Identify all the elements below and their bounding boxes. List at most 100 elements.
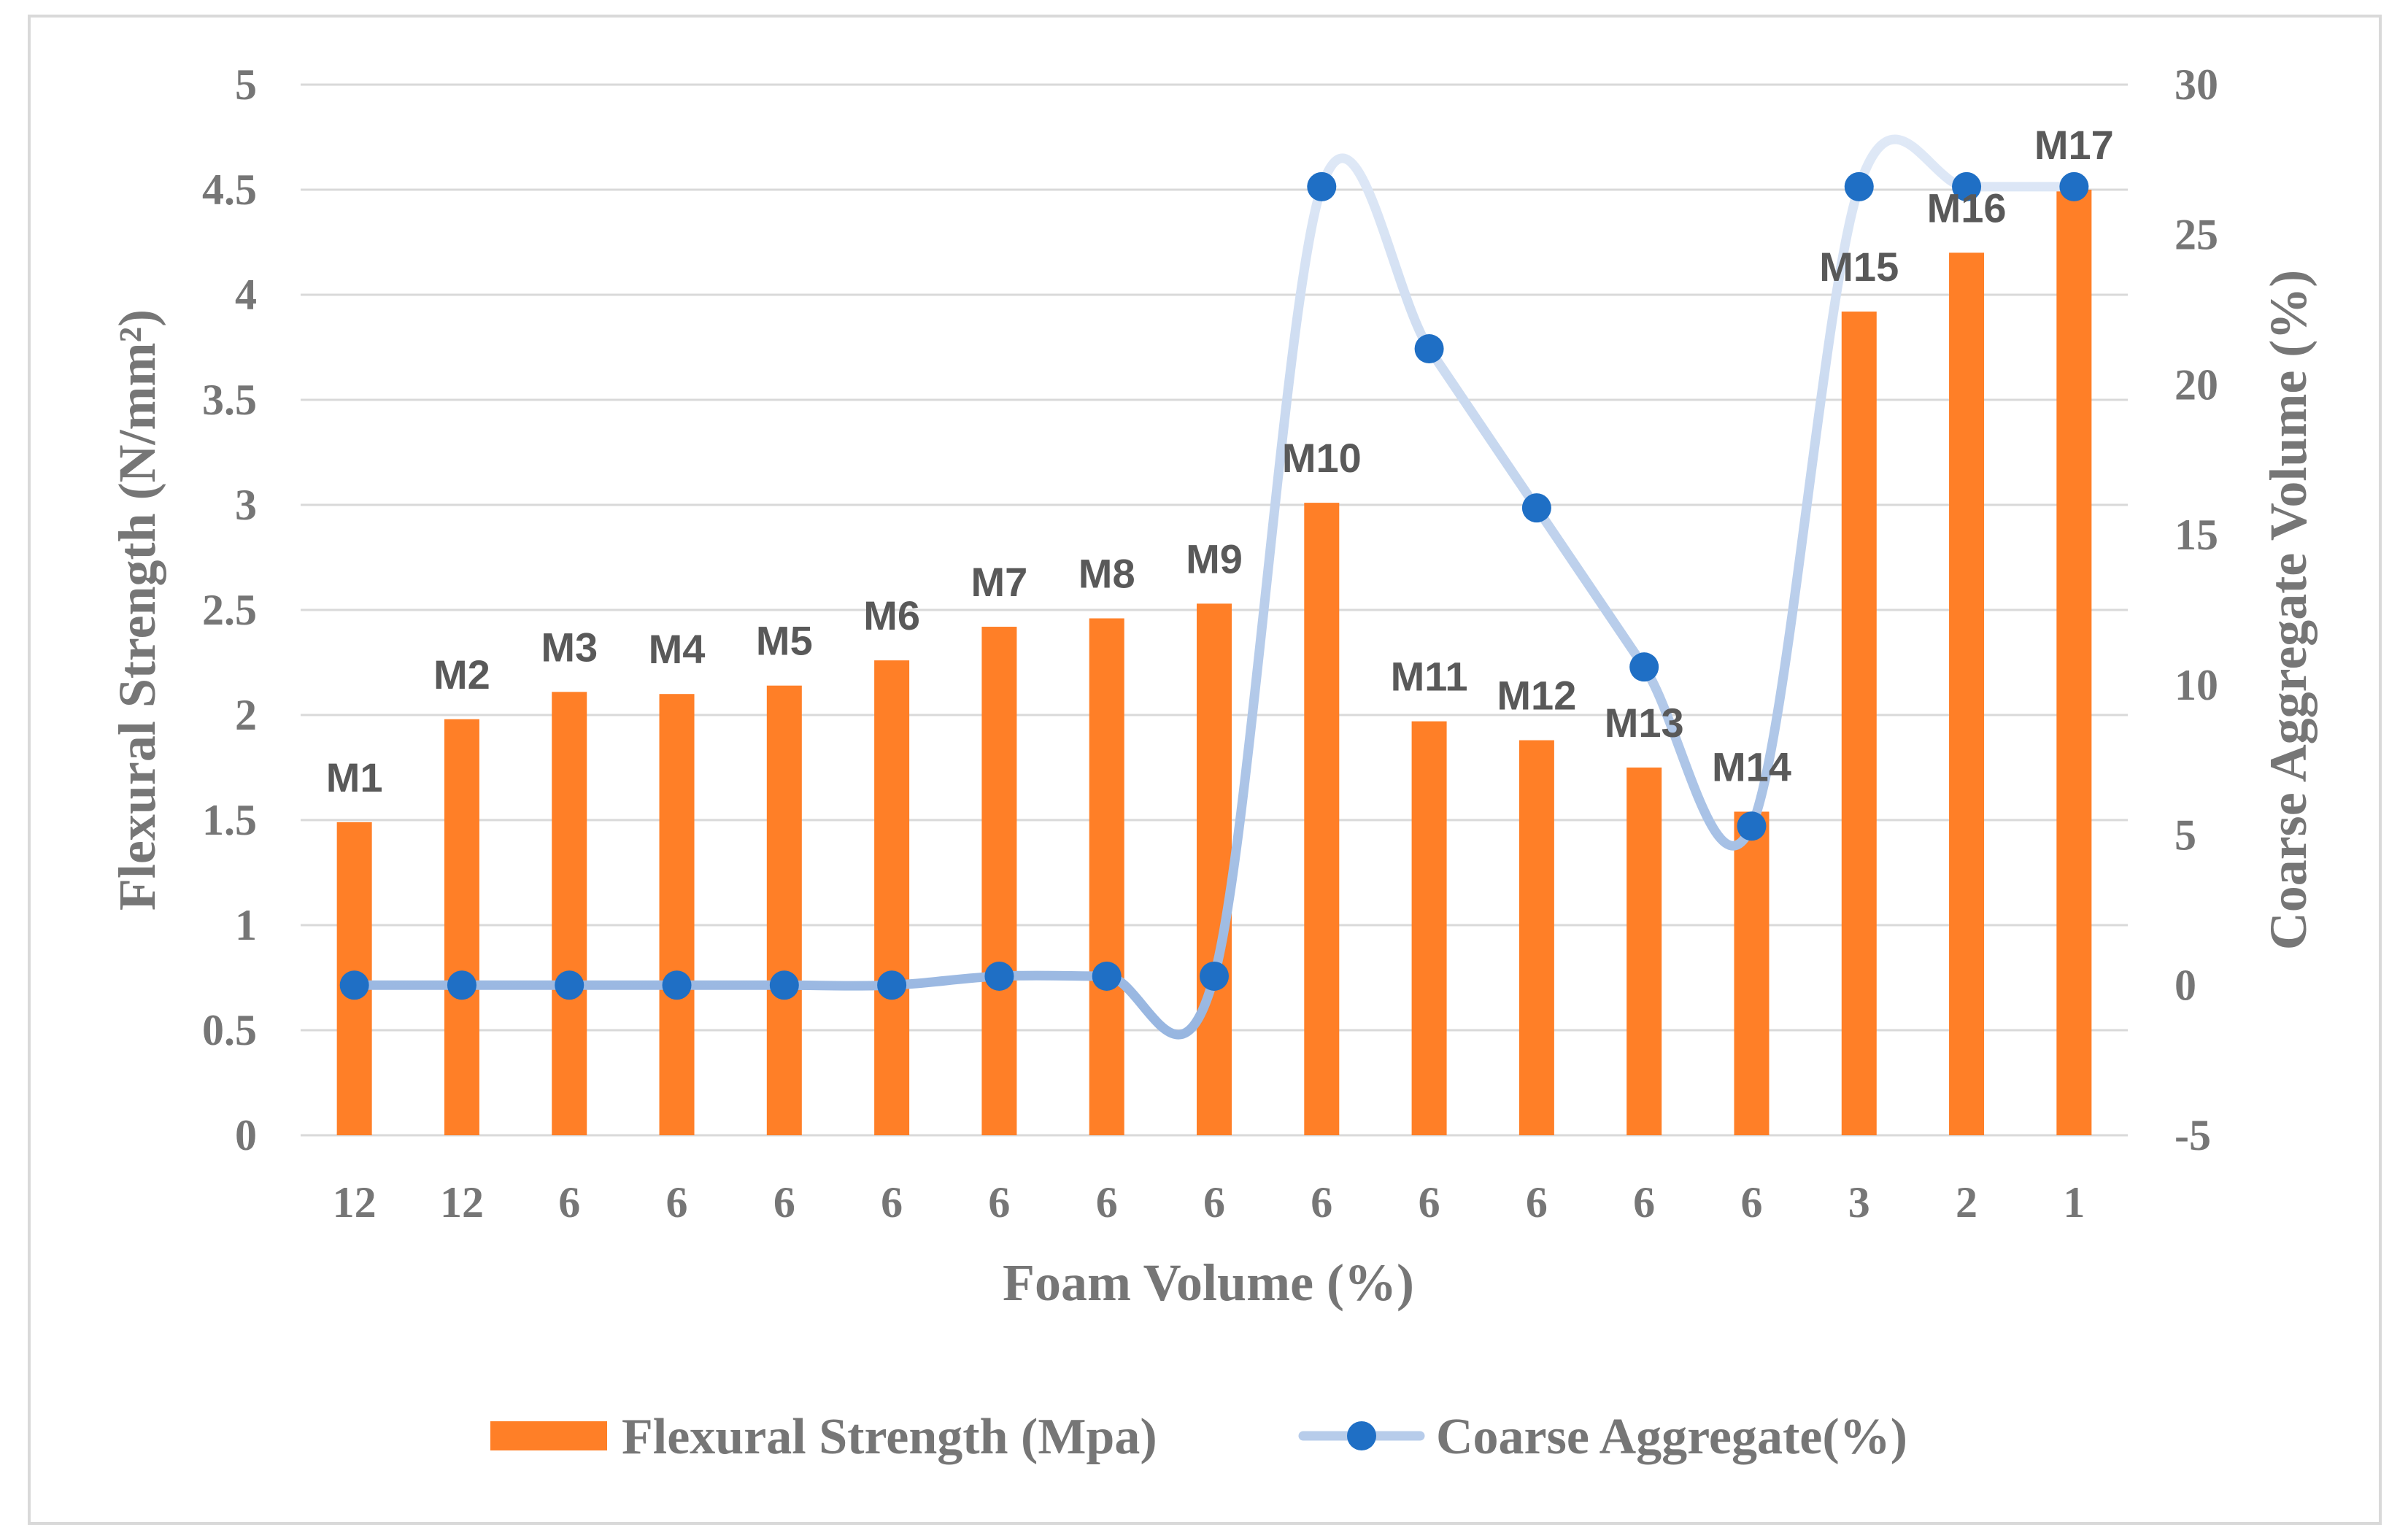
- marker-m1: [339, 970, 369, 1000]
- coarse-aggregate-line: [350, 134, 2079, 1040]
- x-tick-label: 6: [881, 1178, 903, 1226]
- bar-label: M1: [326, 754, 383, 800]
- y-tick-label: 4: [235, 271, 257, 319]
- bar-label: M16: [1927, 185, 2007, 231]
- line-series: [350, 134, 2079, 1040]
- bar-label: M13: [1605, 700, 1684, 746]
- y2-axis-title: Coarse Aggregate Volume (%): [2259, 270, 2318, 951]
- legend-label-coarse: Coarse Aggregate(%): [1436, 1409, 1907, 1465]
- bar-series: [336, 190, 2092, 1135]
- x-tick-label: 2: [1956, 1178, 1977, 1226]
- y-tick-label: 1: [235, 901, 257, 949]
- x-tick-label: 12: [333, 1178, 377, 1226]
- y2-tick-label: 25: [2174, 211, 2218, 259]
- bar-m11: [1411, 721, 1447, 1135]
- y-tick-label: 2.5: [202, 586, 257, 634]
- x-tick-label: 6: [1096, 1178, 1118, 1226]
- x-tick-label: 6: [988, 1178, 1010, 1226]
- bar-m17: [2056, 190, 2092, 1135]
- y-axis-title: Flexural Strength (N/mm²): [108, 309, 166, 911]
- x-tick-label: 6: [558, 1178, 580, 1226]
- marker-m2: [447, 970, 476, 1000]
- bar-m14: [1734, 811, 1770, 1135]
- marker-m4: [662, 970, 692, 1000]
- y-tick-label: 5: [235, 61, 257, 109]
- bar-label: M2: [433, 652, 490, 697]
- x-tick-label: 6: [1203, 1178, 1225, 1226]
- x-tick-label: 12: [440, 1178, 484, 1226]
- x-tick-label: 6: [1740, 1178, 1762, 1226]
- y-tick-label: 3: [235, 481, 257, 529]
- legend: Flexural Strength (Mpa) Coarse Aggregate(…: [490, 1409, 1907, 1465]
- x-tick-label: 6: [1311, 1178, 1332, 1226]
- marker-m6: [877, 970, 907, 1000]
- x-tick-label: 6: [666, 1178, 688, 1226]
- y2-tick-label: 10: [2174, 661, 2218, 709]
- bar-data-labels: M1 M2 M3 M4 M5 M6 M7 M8 M9 M10 M11 M12 M13 M14 M15 M16 M…: [326, 122, 2114, 800]
- bar-label: M17: [2034, 122, 2114, 168]
- y2-tick-label: 15: [2174, 511, 2218, 559]
- bar-label: M10: [1282, 435, 1362, 481]
- marker-m12: [1521, 493, 1551, 523]
- marker-m17: [2059, 171, 2089, 201]
- x-tick-label: 6: [773, 1178, 795, 1226]
- bar-m5: [766, 685, 802, 1135]
- bar-m2: [444, 719, 479, 1135]
- marker-m16: [1952, 171, 1982, 201]
- bar-label: M9: [1186, 536, 1243, 581]
- legend-swatch-marker: [1347, 1421, 1376, 1450]
- y2-tick-label: 5: [2174, 811, 2196, 859]
- bar-m10: [1304, 503, 1340, 1135]
- y2-tick-label: 0: [2174, 961, 2196, 1009]
- bar-label: M14: [1712, 743, 1791, 789]
- bar-label: M7: [971, 559, 1028, 605]
- line-markers: [339, 171, 2089, 1000]
- x-tick-label: 6: [1419, 1178, 1440, 1226]
- bar-m9: [1197, 603, 1232, 1135]
- bar-m8: [1089, 618, 1124, 1135]
- marker-m3: [555, 970, 584, 1000]
- bar-label: M8: [1078, 551, 1135, 597]
- bar-label: M12: [1497, 673, 1576, 719]
- marker-m13: [1629, 652, 1659, 682]
- bar-m15: [1841, 312, 1877, 1135]
- marker-m7: [984, 961, 1014, 991]
- x-tick-label: 6: [1526, 1178, 1548, 1226]
- bar-label: M11: [1391, 654, 1468, 700]
- bar-label: M5: [756, 618, 813, 664]
- gridlines: [301, 83, 2128, 1137]
- bar-m7: [981, 627, 1017, 1135]
- bar-m6: [874, 660, 910, 1135]
- y-tick-label: 2: [235, 691, 257, 739]
- y-tick-label: 4.5: [202, 166, 257, 214]
- bar-m3: [552, 692, 587, 1135]
- bar-m16: [1949, 252, 1985, 1135]
- legend-label-flexural: Flexural Strength (Mpa): [622, 1409, 1157, 1465]
- marker-m9: [1200, 961, 1229, 991]
- marker-m5: [769, 970, 799, 1000]
- marker-m10: [1307, 171, 1337, 201]
- x-tick-label: 1: [2063, 1178, 2085, 1226]
- y2-tick-label: 20: [2174, 360, 2218, 409]
- y-tick-label: 0: [235, 1111, 257, 1159]
- bar-label: M4: [649, 626, 706, 672]
- y2-tick-label: 30: [2174, 61, 2218, 109]
- x-axis-title: Foam Volume (%): [1003, 1253, 1414, 1312]
- marker-m11: [1414, 334, 1444, 364]
- y-tick-label: 3.5: [202, 376, 257, 424]
- bar-label: M15: [1819, 244, 1899, 290]
- marker-m15: [1844, 171, 1874, 201]
- y-tick-label: 1.5: [202, 796, 257, 844]
- marker-m14: [1737, 811, 1767, 841]
- marker-m8: [1092, 961, 1122, 991]
- bar-m13: [1626, 768, 1662, 1135]
- y-tick-label: 0.5: [202, 1006, 257, 1054]
- x-tick-label: 3: [1848, 1178, 1870, 1226]
- y2-tick-label: -5: [2174, 1111, 2211, 1159]
- bar-m12: [1518, 740, 1554, 1135]
- x-tick-label: 6: [1633, 1178, 1655, 1226]
- legend-swatch-bar: [490, 1421, 607, 1450]
